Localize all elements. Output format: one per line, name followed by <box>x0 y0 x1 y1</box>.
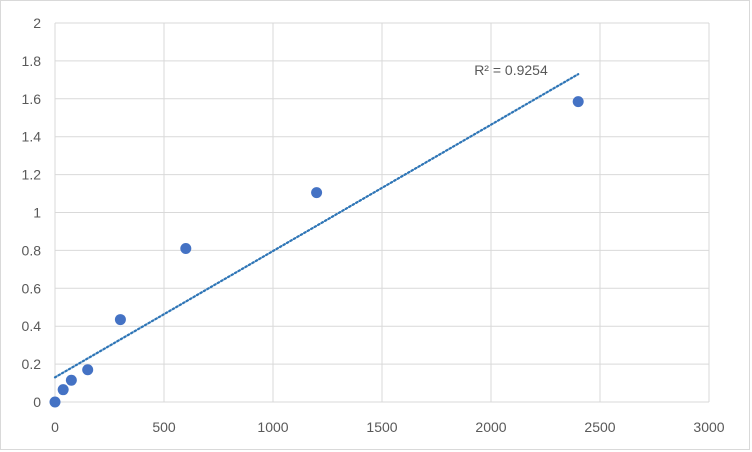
linear-trendline <box>53 73 580 379</box>
data-point <box>180 243 192 255</box>
x-axis-tick-labels: 0 500 1000 1500 2000 2500 3000 <box>51 419 725 435</box>
data-point <box>57 384 69 396</box>
r-squared-label: R² = 0.9254 <box>474 62 548 78</box>
x-tick-label: 2000 <box>475 419 506 435</box>
data-point <box>65 374 77 386</box>
y-tick-label: 0.6 <box>22 280 42 296</box>
x-tick-label: 3000 <box>693 419 724 435</box>
x-tick-label: 2500 <box>584 419 615 435</box>
data-point <box>82 364 94 376</box>
y-tick-label: 1.4 <box>22 129 42 145</box>
y-tick-label: 1.2 <box>22 167 42 183</box>
y-axis-tick-labels: 0 0.2 0.4 0.6 0.8 1 1.2 1.4 1.6 1.8 2 <box>22 15 42 410</box>
y-tick-label: 1.8 <box>22 53 42 69</box>
y-tick-label: 1.6 <box>22 91 42 107</box>
data-point <box>572 96 584 108</box>
x-tick-label: 0 <box>51 419 59 435</box>
data-point <box>114 314 126 326</box>
x-tick-label: 1500 <box>366 419 397 435</box>
y-tick-label: 0.2 <box>22 356 42 372</box>
y-tick-label: 2 <box>33 15 41 31</box>
data-points <box>49 96 584 408</box>
y-tick-label: 0 <box>33 394 41 410</box>
y-tick-label: 0.8 <box>22 242 42 258</box>
data-point <box>49 396 61 408</box>
data-point <box>311 187 323 199</box>
vertical-gridlines <box>54 23 710 402</box>
y-tick-label: 1 <box>33 205 41 221</box>
y-tick-label: 0.4 <box>22 318 42 334</box>
x-tick-label: 1000 <box>257 419 288 435</box>
x-tick-label: 500 <box>152 419 176 435</box>
trendline-group <box>53 73 580 379</box>
